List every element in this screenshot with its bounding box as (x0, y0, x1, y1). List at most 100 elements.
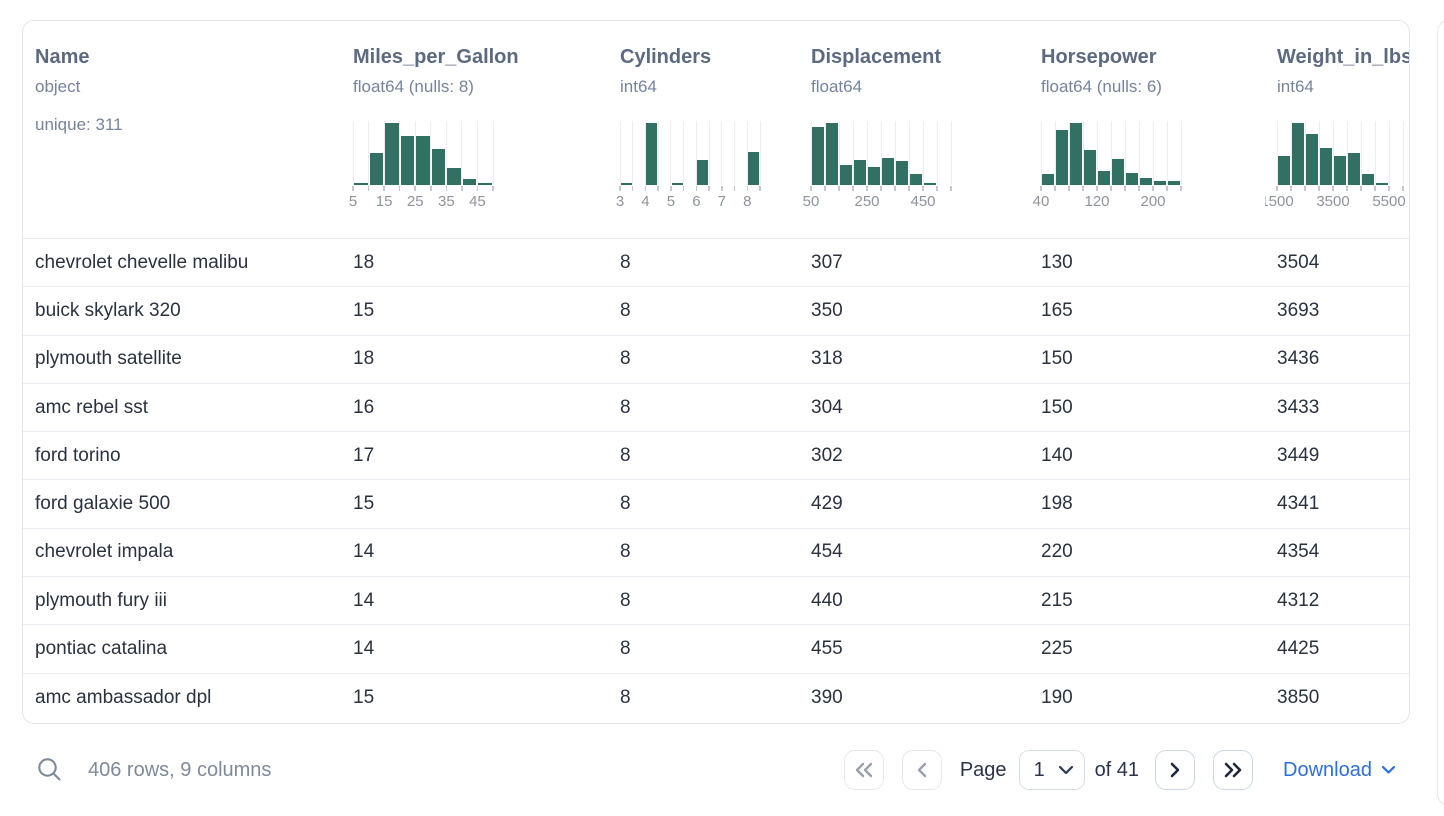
table-cell: 18 (353, 348, 375, 370)
table-cell: chevrolet impala (35, 541, 174, 563)
table-cell: 3504 (1277, 251, 1320, 273)
table-cell: 302 (811, 444, 843, 466)
table-row[interactable]: amc ambassador dpl 15 8 390 190 3850 (23, 674, 1409, 722)
table-cell: 3449 (1277, 444, 1320, 466)
table-row[interactable]: ford torino 17 8 302 140 3449 (23, 432, 1409, 481)
hist-gridline (414, 121, 416, 185)
table-cell: 8 (620, 493, 631, 515)
table-cell: amc rebel sst (35, 396, 148, 418)
hist-bar (697, 160, 709, 185)
table-cell: 8 (620, 589, 631, 611)
hist-tick-label: 50 (802, 193, 820, 210)
table-row[interactable]: plymouth fury iii 14 8 440 215 4312 (23, 577, 1409, 626)
hist-gridline (644, 121, 646, 185)
hist-tick-label: 6 (692, 193, 701, 210)
hist-axis-tick (670, 186, 672, 191)
column-dtype: float64 (811, 77, 863, 96)
hist-gridline (1388, 121, 1390, 185)
last-page-button[interactable] (1213, 750, 1254, 790)
search-icon[interactable] (36, 756, 64, 784)
hist-tick-label: 8 (743, 193, 752, 210)
hist-gridline (734, 121, 736, 185)
hist-gridline (950, 121, 952, 185)
column-header-cylinders[interactable]: Cylinders int64 3 4 5 6 7 8 (608, 21, 799, 238)
hist-gridline (430, 121, 432, 185)
hist-axis-tick (1360, 186, 1362, 191)
column-header-displacement[interactable]: Displacement float64 50 250 450 (799, 21, 1029, 238)
hist-bar (671, 183, 683, 185)
hist-gridline (810, 121, 812, 185)
hist-axis-tick (936, 186, 938, 191)
table-row[interactable]: buick skylark 320 15 8 350 165 3693 (23, 287, 1409, 336)
hist-axis-tick (721, 186, 723, 191)
table-cell: 8 (620, 638, 631, 660)
hist-gridline (1096, 121, 1098, 185)
double-chevron-right-icon (1222, 761, 1244, 779)
hist-tick-label: 7 (717, 193, 726, 210)
table-cell: 304 (811, 396, 843, 418)
column-histogram: 1500 3500 5500 (1265, 121, 1409, 213)
table-cell: 4354 (1277, 541, 1320, 563)
column-header-weight_in_lbs[interactable]: Weight_in_lbs int64 1500 3500 5500 (1265, 21, 1409, 238)
table-cell: 15 (353, 686, 375, 708)
table-cell: 4341 (1277, 493, 1320, 515)
hist-axis-tick (838, 186, 840, 191)
hist-axis-tick (682, 186, 685, 191)
hist-gridline (1124, 121, 1126, 185)
hist-bar (1376, 183, 1388, 185)
hist-axis-tick (852, 186, 854, 191)
hist-gridline (1346, 121, 1348, 185)
hist-axis-tick (1318, 186, 1320, 191)
table-cell: 455 (811, 638, 843, 660)
column-dtype: int64 (1277, 77, 1314, 96)
table-cell: ford galaxie 500 (35, 493, 171, 515)
table-row[interactable]: pontiac catalina 14 8 455 225 4425 (23, 625, 1409, 674)
column-header-name[interactable]: Name object unique: 311 (23, 21, 341, 238)
hist-axis-tick (810, 186, 812, 191)
table-cell: 8 (620, 299, 631, 321)
column-header-miles_per_gallon[interactable]: Miles_per_Gallon float64 (nulls: 8) 5 15 25 3… (341, 21, 608, 238)
table-row[interactable]: ford galaxie 500 15 8 429 198 4341 (23, 480, 1409, 529)
table-cell: 3693 (1277, 299, 1320, 321)
hist-axis-tick (1304, 186, 1306, 191)
hist-bar (896, 161, 908, 185)
hist-gridline (708, 121, 710, 185)
row-count-summary: 406 rows, 9 columns (88, 758, 272, 781)
hist-gridline (1180, 121, 1182, 185)
hist-bar (646, 123, 658, 185)
hist-axis-tick (1040, 186, 1042, 191)
hist-bar (748, 152, 759, 185)
hist-gridline (1276, 121, 1278, 185)
table-body: chevrolet chevelle malibu 18 8 307 130 3504 bu… (23, 239, 1409, 722)
column-histogram: 40 120 200 (1033, 121, 1182, 213)
hist-gridline (445, 121, 447, 185)
column-unique-count: unique: 311 (35, 115, 123, 134)
hist-bar (924, 183, 936, 185)
hist-gridline (908, 121, 910, 185)
download-dropdown[interactable]: Download (1283, 759, 1396, 782)
table-row[interactable]: chevrolet chevelle malibu 18 8 307 130 3504 (23, 239, 1409, 288)
prev-page-button[interactable] (901, 750, 942, 790)
table-cell: 8 (620, 348, 631, 370)
column-histogram: 50 250 450 (803, 121, 952, 213)
hist-gridline (838, 121, 840, 185)
hist-tick-label: 5 (348, 193, 358, 210)
next-page-button[interactable] (1155, 750, 1196, 790)
column-header-horsepower[interactable]: Horsepower float64 (nulls: 6) 40 120 200 (1029, 21, 1265, 238)
table-footer: 406 rows, 9 columns Page 1 of 41 (36, 746, 1396, 794)
page-number-select[interactable]: 1 (1018, 750, 1085, 790)
hist-axis-tick (352, 186, 354, 191)
hist-tick-label: 35 (437, 193, 455, 210)
table-cell: 190 (1041, 686, 1073, 708)
first-page-button[interactable] (843, 750, 884, 790)
hist-tick-label: 25 (406, 193, 424, 210)
hist-bar (910, 174, 922, 185)
table-row[interactable]: amc rebel sst 16 8 304 150 3433 (23, 384, 1409, 433)
table-row[interactable]: chevrolet impala 14 8 454 220 4354 (23, 529, 1409, 578)
column-title: Displacement (811, 46, 942, 68)
hist-axis-tick (445, 186, 448, 191)
chevron-down-icon (1381, 765, 1396, 774)
hist-bar (1278, 156, 1290, 185)
table-row[interactable]: plymouth satellite 18 8 318 150 3436 (23, 336, 1409, 384)
table-cell: 307 (811, 251, 843, 273)
